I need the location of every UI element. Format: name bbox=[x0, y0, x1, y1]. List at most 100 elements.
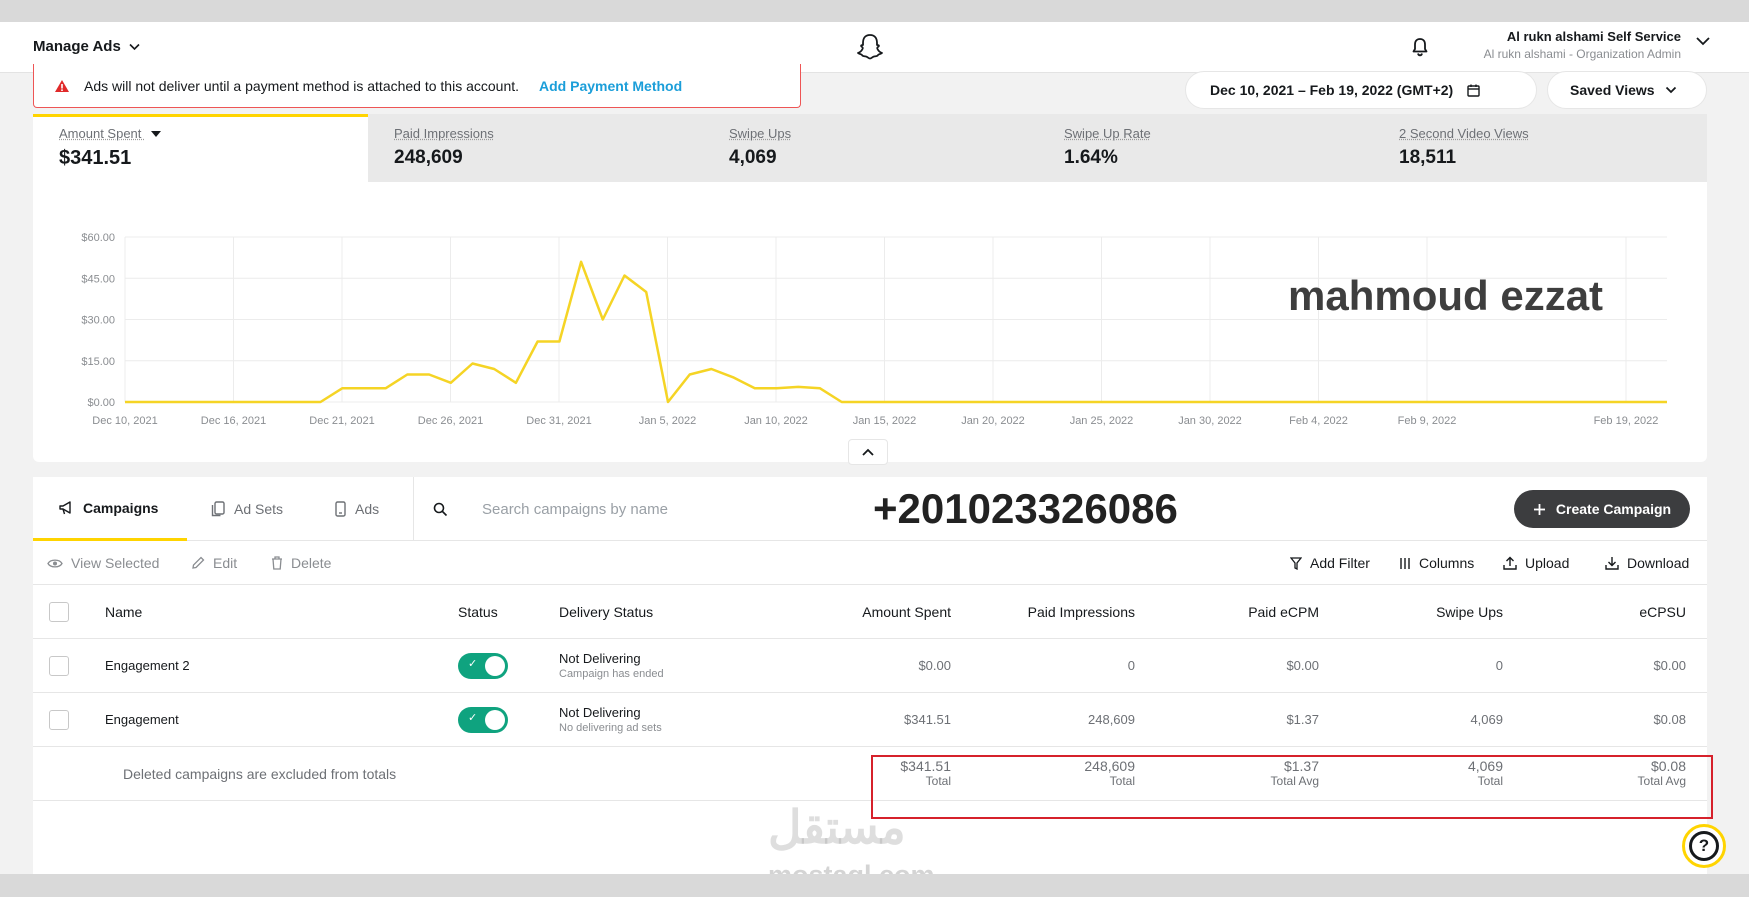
manage-ads-label: Manage Ads bbox=[33, 38, 121, 55]
create-campaign-label: Create Campaign bbox=[1555, 501, 1672, 517]
metric-value: 18,511 bbox=[1399, 147, 1457, 168]
eye-icon bbox=[47, 558, 63, 568]
collapse-chart-button[interactable] bbox=[848, 439, 888, 465]
column-header-swipe-ups[interactable]: Swipe Ups bbox=[1436, 603, 1503, 620]
column-header-paid-ecpm[interactable]: Paid eCPM bbox=[1248, 603, 1319, 620]
x-tick-label: Feb 19, 2022 bbox=[1594, 415, 1659, 427]
search-bar[interactable]: Search campaigns by name bbox=[433, 477, 668, 541]
edit-button[interactable]: Edit bbox=[191, 541, 237, 585]
mostaql-watermark-site: mostaql.com bbox=[768, 860, 935, 874]
ad-sets-icon bbox=[211, 501, 225, 517]
metric-paid-impressions[interactable]: Paid Impressions 248,609 bbox=[368, 114, 703, 182]
table-row[interactable]: Engagement 2 ✓ Not Delivering Campaign h… bbox=[33, 639, 1707, 693]
caret-down-icon[interactable] bbox=[151, 131, 162, 138]
total-label: Total bbox=[1109, 773, 1135, 788]
table-header-row: Name Status Delivery Status Amount Spent… bbox=[33, 585, 1707, 639]
metric-value: 1.64% bbox=[1064, 147, 1118, 168]
column-header-delivery-status[interactable]: Delivery Status bbox=[559, 603, 654, 620]
metric-value: $341.51 bbox=[59, 147, 132, 169]
metrics-strip: Amount Spent $341.51 Paid Impressions 24… bbox=[33, 114, 1707, 182]
metric-label: Swipe Ups bbox=[729, 126, 792, 141]
paid-impressions-value: 0 bbox=[1127, 658, 1135, 673]
total-label: Total Avg bbox=[1270, 773, 1319, 788]
metric-2-second-video-views[interactable]: 2 Second Video Views 18,511 bbox=[1373, 114, 1708, 182]
app-window: Manage Ads Al rukn alshami Self Service … bbox=[0, 22, 1749, 874]
tab-label: Ad Sets bbox=[234, 501, 284, 517]
tab-campaigns[interactable]: Campaigns bbox=[33, 477, 187, 541]
upload-label: Upload bbox=[1525, 555, 1570, 571]
x-tick-label: Dec 10, 2021 bbox=[92, 415, 157, 427]
campaign-name[interactable]: Engagement bbox=[105, 712, 179, 727]
table-toolbar: View Selected Edit Delete Add Filter Col… bbox=[33, 541, 1707, 585]
x-tick-label: Feb 9, 2022 bbox=[1398, 415, 1457, 427]
swipe-ups-value: 4,069 bbox=[1470, 712, 1503, 727]
status-toggle[interactable]: ✓ bbox=[458, 706, 508, 733]
series-line bbox=[125, 260, 1667, 404]
total-value: $341.51 bbox=[900, 757, 951, 774]
metric-label: 2 Second Video Views bbox=[1399, 126, 1529, 141]
add-payment-method-link[interactable]: Add Payment Method bbox=[539, 77, 683, 94]
total-paid-ecpm: $1.37 Total Avg bbox=[1133, 747, 1319, 800]
total-value: 4,069 bbox=[1467, 757, 1503, 774]
bell-icon[interactable] bbox=[1409, 36, 1431, 58]
paid-ecpm-value: $0.00 bbox=[1286, 658, 1319, 673]
paid-ecpm-value: $1.37 bbox=[1286, 712, 1319, 727]
tab-ads[interactable]: Ads bbox=[335, 477, 379, 541]
edit-label: Edit bbox=[213, 555, 238, 571]
metric-value: 4,069 bbox=[729, 147, 777, 168]
saved-views-dropdown[interactable]: Saved Views bbox=[1547, 71, 1707, 109]
ecpsu-value: $0.00 bbox=[1653, 658, 1686, 673]
delivery-status-text: Not Delivering bbox=[559, 705, 641, 720]
column-header-amount-spent[interactable]: Amount Spent bbox=[862, 603, 951, 620]
mostaql-watermark-logo: مستقل bbox=[768, 801, 906, 853]
tabs-bar: Campaigns Ad Sets Ads Search campaigns b… bbox=[33, 477, 1707, 541]
create-campaign-button[interactable]: Create Campaign bbox=[1514, 490, 1690, 528]
tab-ad-sets[interactable]: Ad Sets bbox=[211, 477, 283, 541]
manage-ads-menu[interactable]: Manage Ads bbox=[33, 38, 140, 55]
snapchat-ghost-icon[interactable] bbox=[855, 32, 885, 62]
download-button[interactable]: Download bbox=[1605, 541, 1689, 585]
chevron-down-icon bbox=[129, 43, 140, 50]
search-input[interactable]: Search campaigns by name bbox=[482, 500, 668, 518]
account-switcher[interactable]: Al rukn alshami Self Service Al rukn als… bbox=[1484, 29, 1681, 61]
row-checkbox[interactable] bbox=[49, 655, 69, 676]
columns-button[interactable]: Columns bbox=[1399, 541, 1474, 585]
row-checkbox[interactable] bbox=[49, 709, 69, 730]
column-header-ecpsu[interactable]: eCPSU bbox=[1639, 603, 1686, 620]
select-all-checkbox[interactable] bbox=[49, 601, 69, 622]
line-chart: $0.00 $15.00 $30.00 $45.00 $60.00 Dec 10, 202… bbox=[81, 232, 1667, 427]
help-button[interactable]: ? bbox=[1682, 824, 1726, 868]
status-toggle[interactable]: ✓ bbox=[458, 652, 508, 679]
upload-icon bbox=[1503, 556, 1517, 570]
alert-message: Ads will not deliver until a payment met… bbox=[84, 77, 520, 94]
column-header-name[interactable]: Name bbox=[105, 603, 143, 620]
total-paid-impressions: 248,609 Total bbox=[933, 747, 1135, 800]
delete-button[interactable]: Delete bbox=[271, 541, 331, 585]
metric-amount-spent[interactable]: Amount Spent $341.51 bbox=[33, 114, 368, 182]
totals-row: Deleted campaigns are excluded from tota… bbox=[33, 747, 1707, 801]
metric-swipe-ups[interactable]: Swipe Ups 4,069 bbox=[703, 114, 1038, 182]
delivery-status: Not Delivering No delivering ad sets bbox=[559, 693, 662, 746]
date-range-picker[interactable]: Dec 10, 2021 – Feb 19, 2022 (GMT+2) bbox=[1185, 71, 1537, 109]
x-tick-label: Jan 5, 2022 bbox=[639, 415, 697, 427]
delivery-status-text: Not Delivering bbox=[559, 651, 641, 666]
check-icon: ✓ bbox=[468, 657, 478, 670]
column-header-paid-impressions[interactable]: Paid Impressions bbox=[1027, 603, 1135, 620]
view-selected-button[interactable]: View Selected bbox=[47, 541, 159, 585]
metric-label: Paid Impressions bbox=[394, 126, 494, 141]
download-icon bbox=[1605, 557, 1619, 570]
plus-icon bbox=[1533, 503, 1545, 515]
columns-label: Columns bbox=[1419, 555, 1475, 571]
delete-label: Delete bbox=[291, 555, 332, 571]
chevron-down-icon[interactable] bbox=[1695, 36, 1711, 47]
view-selected-label: View Selected bbox=[71, 555, 160, 571]
filter-icon bbox=[1290, 556, 1302, 570]
column-header-status[interactable]: Status bbox=[458, 603, 498, 620]
x-tick-label: Jan 15, 2022 bbox=[853, 415, 917, 427]
account-name: Al rukn alshami Self Service bbox=[1506, 29, 1681, 44]
metric-swipe-up-rate[interactable]: Swipe Up Rate 1.64% bbox=[1038, 114, 1373, 182]
table-row[interactable]: Engagement ✓ Not Delivering No deliverin… bbox=[33, 693, 1707, 747]
add-filter-button[interactable]: Add Filter bbox=[1290, 541, 1370, 585]
upload-button[interactable]: Upload bbox=[1503, 541, 1569, 585]
campaign-name[interactable]: Engagement 2 bbox=[105, 658, 190, 673]
